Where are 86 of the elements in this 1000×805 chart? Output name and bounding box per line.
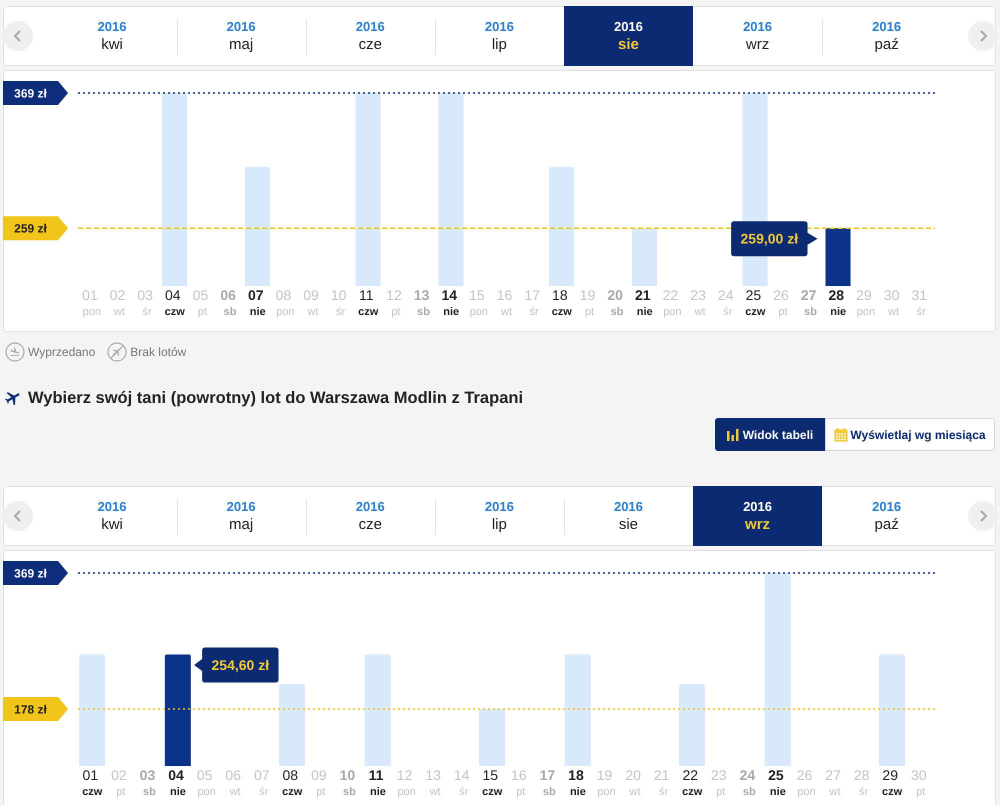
x-tick-label: 10 sb [340, 767, 360, 798]
x-tick-label: 25 czw [745, 287, 766, 318]
x-tick-label: 11 czw [358, 287, 379, 318]
x-tick-label: 23 wt [690, 287, 710, 318]
x-tick-label: 07 śr [254, 767, 274, 798]
x-tick-label: 15 pon [469, 287, 489, 318]
x-tick-label: 18 czw [552, 287, 572, 318]
x-tick-label: 03 sb [140, 767, 160, 798]
x-tick-label: 09 pt [311, 767, 331, 798]
x-tick-label: 24 sb [740, 767, 760, 798]
text: 2016 kwi [96, 499, 128, 533]
x-tick-label: 16 pt [511, 767, 531, 798]
x-tick-label: 30 pt [910, 767, 930, 798]
x-tick-label: 13 wt [425, 767, 445, 798]
x-tick-label: 22 pon [662, 287, 682, 318]
x-tick-label: 22 czw [682, 767, 703, 798]
x-tick-label: 31 śr [911, 287, 931, 318]
x-tick-label: 30 wt [884, 287, 904, 318]
x-tick-label: 11 nie [368, 767, 388, 798]
x-tick-label: 16 wt [496, 287, 516, 318]
text: Wyprzedano [28, 345, 96, 359]
y-tick-label: 259 zł [14, 222, 48, 236]
x-tick-label: 08 czw [282, 767, 303, 798]
text: 2016 cze [354, 19, 386, 53]
x-tick-label: 06 wt [225, 767, 245, 798]
text: 2016 paź [871, 19, 902, 53]
x-tick-label: 25 nie [768, 767, 788, 798]
x-tick-label: 20 wt [625, 767, 645, 798]
annotation: 254,60 zł [212, 656, 270, 673]
x-tick-label: 05 pon [196, 767, 216, 798]
x-tick-label: 01 czw [82, 767, 103, 798]
x-tick-label: 21 śr [654, 767, 674, 798]
text: 2016 wrz [742, 19, 773, 53]
x-tick-label: 13 sb [414, 287, 434, 318]
x-tick-label: 12 pt [386, 287, 406, 318]
text: 2016 maj [226, 499, 257, 533]
x-tick-label: 26 pt [773, 287, 793, 318]
text: 2016 cze [354, 499, 386, 533]
text: 2016 wrz [742, 499, 773, 533]
x-tick-label: 14 śr [454, 767, 474, 798]
text: Brak lotów [130, 345, 186, 359]
x-tick-label: 27 sb [800, 287, 820, 318]
text: 2016 paź [871, 499, 902, 533]
text: 2016 lip [484, 499, 515, 533]
x-tick-label: 24 śr [718, 287, 738, 318]
annotation: 259,00 zł [740, 230, 798, 247]
x-tick-label: 02 wt [110, 287, 130, 318]
x-tick-label: 19 pon [596, 767, 616, 798]
text: 2016 lip [484, 19, 515, 53]
x-tick-label: 03 śr [137, 287, 157, 318]
text: 2016 sie [612, 19, 644, 53]
x-tick-label: 21 nie [634, 287, 654, 318]
x-tick-label: 18 nie [568, 767, 588, 798]
x-tick-label: 23 pt [711, 767, 730, 798]
x-tick-label: 17 śr [524, 287, 544, 318]
x-tick-label: 05 pt [192, 287, 212, 318]
text: Widok tabeli [742, 428, 814, 442]
x-tick-label: 29 pon [856, 287, 876, 318]
chart-title: Wybierz swój tani (powrotny) lot do Warszawa Modlin z Trapani [28, 388, 524, 408]
x-tick-label: 28 śr [854, 767, 874, 798]
x-tick-label: 20 sb [607, 287, 627, 318]
x-tick-label: 09 wt [303, 287, 323, 318]
text: Wyświetlaj wg miesiąca [850, 428, 986, 442]
x-tick-label: 14 nie [441, 287, 461, 318]
text: 2016 sie [612, 499, 644, 533]
x-tick-label: 10 śr [330, 287, 350, 318]
x-tick-label: 07 nie [248, 287, 268, 318]
text: 2016 kwi [96, 19, 128, 53]
x-tick-label: 04 nie [168, 767, 188, 798]
x-tick-label: 08 pon [276, 287, 296, 318]
y-tick-label: 369 zł [14, 566, 48, 580]
x-tick-label: 19 pt [580, 287, 600, 318]
text: 2016 maj [226, 19, 257, 53]
x-tick-label: 15 czw [482, 767, 503, 798]
x-tick-label: 02 pt [111, 767, 131, 798]
x-tick-label: 17 sb [540, 767, 560, 798]
x-tick-label: 28 nie [828, 287, 848, 318]
x-tick-label: 04 czw [164, 287, 186, 318]
x-tick-label: 26 pon [796, 767, 816, 798]
x-tick-label: 27 wt [825, 767, 845, 798]
x-tick-label: 01 pon [82, 287, 102, 318]
x-tick-label: 12 pon [396, 767, 416, 798]
x-tick-label: 29 czw [882, 767, 903, 798]
y-tick-label: 178 zł [14, 702, 48, 717]
y-tick-label: 369 zł [14, 86, 48, 100]
x-tick-label: 06 sb [220, 287, 240, 318]
